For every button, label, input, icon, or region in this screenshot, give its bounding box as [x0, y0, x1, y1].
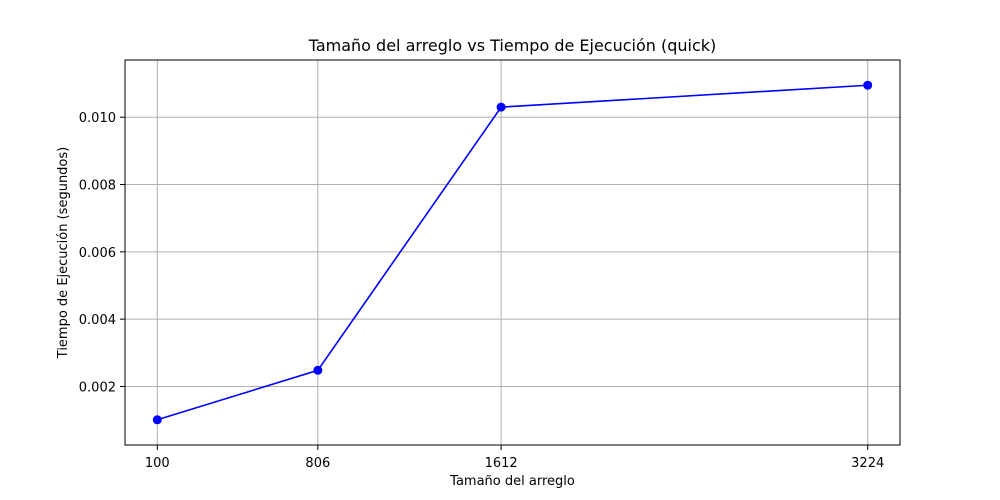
y-tick-label: 0.010	[79, 111, 116, 126]
x-tick-label: 3224	[851, 456, 884, 471]
y-tick-label: 0.006	[79, 246, 116, 261]
x-tick-label: 806	[305, 456, 330, 471]
axis-ticks: 100 806 1612 3224 0.002 0.004 0.006 0.008 0.010	[79, 111, 884, 471]
data-point	[496, 102, 506, 112]
grid	[125, 60, 900, 445]
y-axis-label: Tiempo de Ejecución (segundos)	[56, 147, 71, 359]
y-tick-label: 0.008	[79, 179, 116, 194]
data-series	[152, 80, 873, 425]
x-tick-label: 100	[145, 456, 170, 471]
y-tick-label: 0.002	[79, 380, 116, 395]
x-axis-label: Tamaño del arreglo	[449, 474, 575, 489]
x-tick-label: 1612	[485, 456, 518, 471]
y-tick-label: 0.004	[79, 313, 116, 328]
chart-title: Tamaño del arreglo vs Tiempo de Ejecució…	[308, 36, 717, 55]
series-line	[157, 84, 868, 421]
plot-area	[124, 59, 901, 446]
data-point	[152, 415, 162, 425]
data-point	[863, 80, 873, 90]
data-point	[313, 365, 323, 375]
